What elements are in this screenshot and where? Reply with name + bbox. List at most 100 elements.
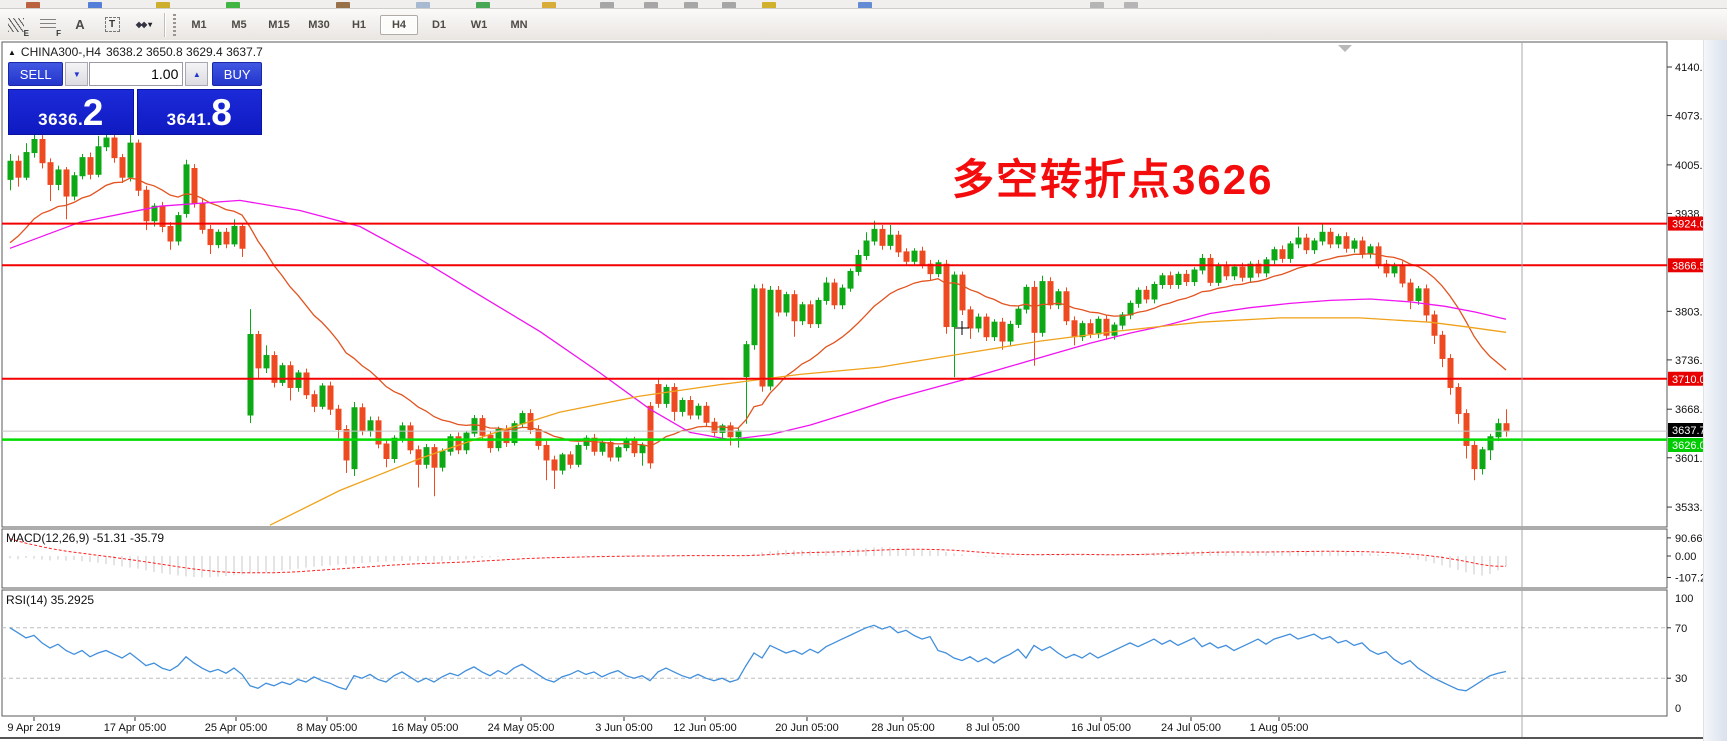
macd-signal-line (9, 538, 1506, 574)
toolbar-partial-icon (336, 2, 350, 8)
toolbar-overflow-strip (0, 0, 1727, 9)
volume-decrease-button[interactable]: ▼ (65, 62, 89, 86)
line-studies-glyph (8, 17, 24, 32)
price-tag: 3637.7 (1672, 425, 1706, 437)
date-axis-label: 20 Jun 05:00 (775, 722, 839, 734)
chevron-down-icon: ▾ (148, 20, 153, 29)
text-glyph: A (75, 17, 85, 32)
timeframe-m5-button[interactable]: M5 (231, 18, 247, 31)
collapse-trade-panel-icon[interactable]: ▲ (8, 47, 16, 57)
timeframe-w1-button[interactable]: W1 (470, 18, 488, 31)
text-label-icon[interactable]: T (101, 15, 123, 35)
date-axis-label: 28 Jun 05:00 (871, 722, 935, 734)
date-axis-label: 24 May 05:00 (488, 722, 555, 734)
price-axis-label: 4005.0 (1675, 160, 1709, 172)
price-axis-label: 3803.0 (1675, 306, 1709, 318)
chart-shift-marker (1338, 45, 1352, 52)
timeframe-m15-button[interactable]: M15 (268, 18, 290, 31)
candles (7, 128, 1510, 497)
text-icon[interactable]: A (69, 15, 91, 35)
chart-annotation-text: 多空转折点3626 (952, 156, 1274, 203)
toolbar-partial-icon (1090, 2, 1104, 8)
timeframe-h1-button[interactable]: H1 (351, 18, 367, 31)
ohlc-values: 3638.2 3650.8 3629.4 3637.7 (105, 45, 263, 59)
toolbar-partial-icon (156, 2, 170, 8)
arrows-icon[interactable]: ◆◆ ▾ (133, 15, 155, 35)
macd-axis-label: 0.00 (1675, 551, 1696, 563)
ma-slow-line (269, 317, 1507, 526)
rsi-line (9, 624, 1507, 692)
fibonacci-glyph (40, 18, 56, 31)
sell-price-pip: 2 (82, 92, 104, 133)
date-axis-label: 16 Jul 05:00 (1071, 722, 1131, 734)
timeframe-h4-button[interactable]: H4 (380, 14, 418, 35)
toolbar-partial-icon (600, 2, 614, 8)
main-toolbar: E F A T ◆◆ ▾ M1 M5 M15 M30 H1 H4 D1 W1 M… (0, 9, 1727, 40)
ma-fast-line (9, 177, 1507, 448)
fibonacci-sub: F (56, 28, 61, 38)
buy-price-panel[interactable]: 3641 . 8 (136, 89, 262, 135)
toolbar-partial-icon (416, 2, 430, 8)
volume-increase-button[interactable]: ▲ (185, 62, 209, 86)
timeframe-m1-button[interactable]: M1 (191, 18, 207, 31)
window-right-edge[interactable] (1703, 40, 1727, 741)
macd-axis-label: 90.66 (1675, 533, 1703, 545)
symbol-label: CHINA300-,H4 (20, 45, 101, 59)
ma-mid-line (9, 199, 1507, 441)
toolbar-partial-icon (226, 2, 240, 8)
date-axis-label: 25 Apr 05:00 (205, 722, 267, 734)
toolbar-partial-icon (1124, 2, 1138, 8)
rsi-axis-label: 100 (1675, 593, 1693, 605)
toolbar-partial-icon (26, 2, 40, 8)
arrows-glyph: ◆◆ (135, 20, 147, 29)
price-tag: 3924.0 (1672, 219, 1706, 231)
date-axis-label: 3 Jun 05:00 (595, 722, 653, 734)
timeframe-mn-button[interactable]: MN (510, 18, 528, 31)
buy-price-pip: 8 (211, 92, 232, 133)
price-tag: 3626.0 (1672, 440, 1706, 452)
toolbar-partial-icon (88, 2, 102, 8)
toolbar-partial-icon (762, 2, 776, 8)
line-studies-icon[interactable]: E (5, 15, 29, 38)
timeframe-d1-button[interactable]: D1 (431, 18, 447, 31)
date-axis-label: 17 Apr 05:00 (104, 722, 166, 734)
toolbar-partial-icon (542, 2, 556, 8)
date-axis-label: 24 Jul 05:00 (1161, 722, 1221, 734)
rsi-axis-label: 30 (1675, 673, 1687, 685)
line-studies-sub: E (23, 28, 29, 38)
toolbar-partial-icon (722, 2, 736, 8)
sell-button[interactable]: SELL (8, 62, 64, 86)
price-axis-label: 3601.0 (1675, 453, 1709, 465)
date-axis-label: 1 Aug 05:00 (1250, 722, 1309, 734)
rsi-indicator-label: RSI(14) 35.2925 (6, 593, 94, 607)
date-axis-label: 16 May 05:00 (392, 722, 459, 734)
sell-price-panel[interactable]: 3636 . 2 (8, 89, 134, 135)
price-axis-label: 3533.0 (1675, 502, 1709, 514)
date-axis-label: 8 May 05:00 (297, 722, 358, 734)
buy-price-dot: . (206, 110, 212, 129)
rsi-axis-label: 0 (1675, 703, 1681, 715)
sell-price-dot: . (78, 110, 83, 129)
toolbar-partial-icon (858, 2, 872, 8)
price-tag: 3710.0 (1672, 374, 1706, 386)
rsi-axis-label: 70 (1675, 623, 1687, 635)
buy-button[interactable]: BUY (212, 62, 262, 86)
text-label-glyph: T (104, 17, 120, 32)
price-axis-label: 4140.0 (1675, 62, 1709, 74)
timeframe-m30-button[interactable]: M30 (308, 18, 330, 31)
volume-input[interactable] (89, 62, 184, 86)
price-axis-label: 4073.0 (1675, 111, 1709, 123)
chart-header: ▲ CHINA300-,H4 3638.2 3650.8 3629.4 3637… (8, 45, 263, 59)
price-axis-label: 3736.0 (1675, 355, 1709, 367)
toolbar-separator (164, 12, 166, 37)
toolbar-partial-icon (684, 2, 698, 8)
fibonacci-icon[interactable]: F (37, 15, 61, 38)
price-axis-label: 3668.0 (1675, 404, 1709, 416)
toolbar-drag-handle[interactable] (173, 13, 176, 36)
macd-axis-label: -107.29 (1675, 572, 1712, 584)
buy-price-main: 3641 (166, 110, 207, 129)
date-axis-label: 12 Jun 05:00 (673, 722, 737, 734)
date-axis-label: 9 Apr 2019 (7, 722, 60, 734)
